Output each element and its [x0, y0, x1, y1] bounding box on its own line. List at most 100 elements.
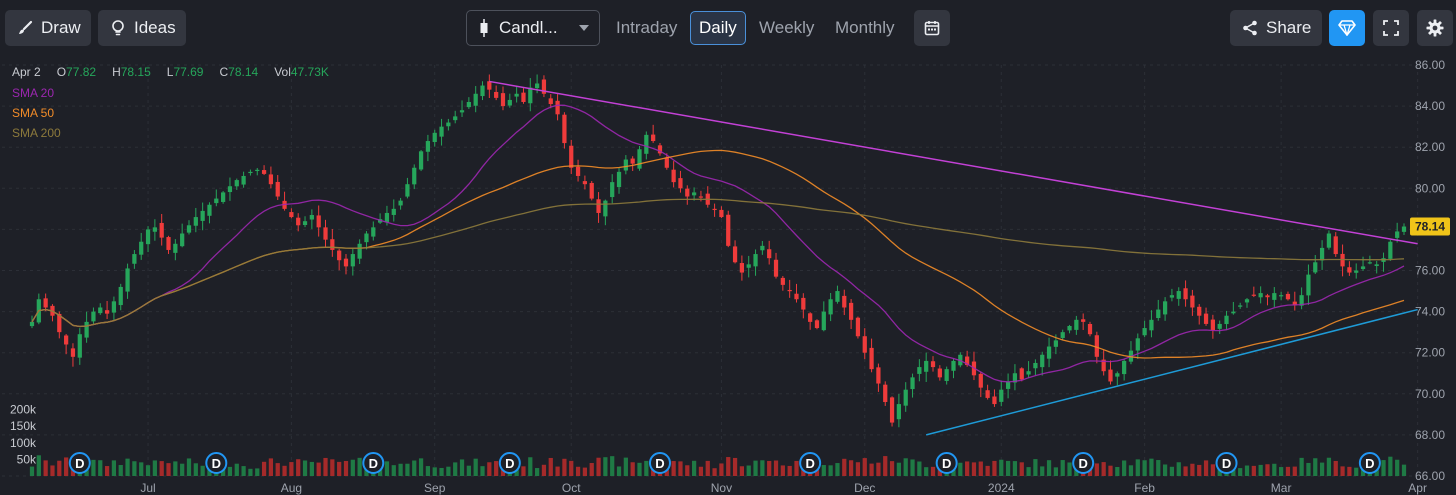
candle[interactable] [221, 191, 226, 204]
dividend-marker[interactable]: D [1215, 452, 1238, 474]
candle[interactable] [173, 239, 178, 261]
candle[interactable] [691, 187, 697, 201]
candle[interactable] [712, 203, 717, 217]
candle[interactable] [1108, 360, 1113, 385]
candle[interactable] [350, 248, 355, 276]
candle[interactable] [1354, 263, 1359, 279]
candle[interactable] [732, 240, 738, 264]
candle[interactable] [814, 319, 820, 330]
candle[interactable] [282, 191, 287, 211]
candle[interactable] [200, 202, 205, 231]
candle[interactable] [248, 169, 253, 176]
candle[interactable] [944, 366, 949, 385]
candle[interactable] [999, 380, 1004, 407]
candle[interactable] [548, 94, 553, 109]
candle[interactable] [569, 139, 574, 175]
candle[interactable] [1012, 364, 1018, 391]
candle[interactable] [644, 131, 649, 160]
candle[interactable] [1019, 367, 1024, 382]
candle[interactable] [1251, 286, 1256, 298]
candle[interactable] [1265, 293, 1270, 306]
dividend-marker[interactable]: D [648, 452, 671, 474]
fullscreen-button[interactable] [1373, 10, 1409, 46]
candle[interactable] [1279, 291, 1284, 301]
candle[interactable] [1060, 329, 1065, 341]
candle[interactable] [466, 97, 471, 109]
candle[interactable] [268, 166, 274, 189]
candle[interactable] [930, 356, 936, 372]
candle[interactable] [255, 167, 260, 176]
candle[interactable] [91, 307, 96, 324]
dividend-marker[interactable]: D [799, 452, 822, 474]
candle[interactable] [1340, 244, 1345, 277]
candle[interactable] [125, 263, 130, 299]
candle[interactable] [1101, 349, 1106, 376]
candle[interactable] [773, 252, 779, 279]
candle[interactable] [808, 312, 813, 330]
candle[interactable] [651, 124, 656, 143]
candle[interactable] [1299, 287, 1304, 310]
candle[interactable] [425, 134, 431, 162]
candle[interactable] [1210, 314, 1215, 339]
candle[interactable] [562, 112, 567, 149]
candle[interactable] [610, 174, 615, 204]
premium-button[interactable] [1329, 10, 1365, 46]
candle[interactable] [439, 118, 444, 146]
candle[interactable] [801, 293, 806, 319]
candle[interactable] [1142, 320, 1147, 338]
candle[interactable] [84, 311, 89, 343]
candle[interactable] [528, 78, 533, 112]
candle[interactable] [1081, 313, 1086, 330]
candle[interactable] [1395, 222, 1400, 243]
candle[interactable] [1135, 333, 1140, 359]
timeframe-daily[interactable]: Daily [690, 11, 746, 45]
candle[interactable] [261, 165, 267, 176]
candle[interactable] [227, 177, 233, 201]
candle[interactable] [1203, 307, 1209, 326]
candle[interactable] [36, 293, 41, 325]
candle[interactable] [746, 255, 751, 278]
candle[interactable] [1347, 261, 1352, 276]
candle[interactable] [1306, 264, 1311, 305]
candle[interactable] [64, 333, 69, 355]
candle[interactable] [842, 289, 847, 316]
candle[interactable] [241, 171, 246, 188]
candle[interactable] [780, 276, 785, 291]
candle[interactable] [1285, 291, 1291, 301]
dividend-marker[interactable]: D [1358, 452, 1381, 474]
candle[interactable] [1149, 310, 1154, 338]
candle[interactable] [664, 153, 669, 170]
candle[interactable] [1033, 359, 1038, 376]
candle[interactable] [104, 300, 110, 320]
candle[interactable] [917, 359, 922, 382]
settings-button[interactable] [1417, 10, 1453, 46]
candle[interactable] [1374, 260, 1379, 274]
legend-sma-20[interactable]: SMA 20 [12, 86, 55, 100]
trendline[interactable] [926, 308, 1418, 436]
candle[interactable] [1292, 291, 1297, 311]
candle[interactable] [275, 175, 280, 201]
candle[interactable] [1046, 337, 1052, 368]
candle[interactable] [889, 396, 895, 427]
trendline[interactable] [489, 80, 1418, 245]
candle[interactable] [903, 382, 908, 412]
candle[interactable] [862, 328, 867, 360]
candle[interactable] [787, 279, 792, 298]
candle[interactable] [1360, 256, 1366, 271]
candle[interactable] [1122, 358, 1127, 381]
candle[interactable] [1224, 310, 1229, 330]
candle[interactable] [432, 129, 437, 147]
candle[interactable] [364, 231, 369, 250]
candle[interactable] [575, 159, 581, 182]
candle[interactable] [835, 285, 840, 304]
candle[interactable] [473, 86, 478, 113]
candle[interactable] [118, 283, 123, 311]
timeframe-weekly[interactable]: Weekly [759, 18, 815, 37]
candle[interactable] [671, 161, 676, 188]
candle[interactable] [910, 373, 915, 398]
candle[interactable] [876, 363, 881, 392]
candle[interactable] [719, 206, 724, 219]
candle[interactable] [316, 205, 321, 237]
candle[interactable] [43, 293, 48, 312]
dividend-marker[interactable]: D [1072, 452, 1095, 474]
